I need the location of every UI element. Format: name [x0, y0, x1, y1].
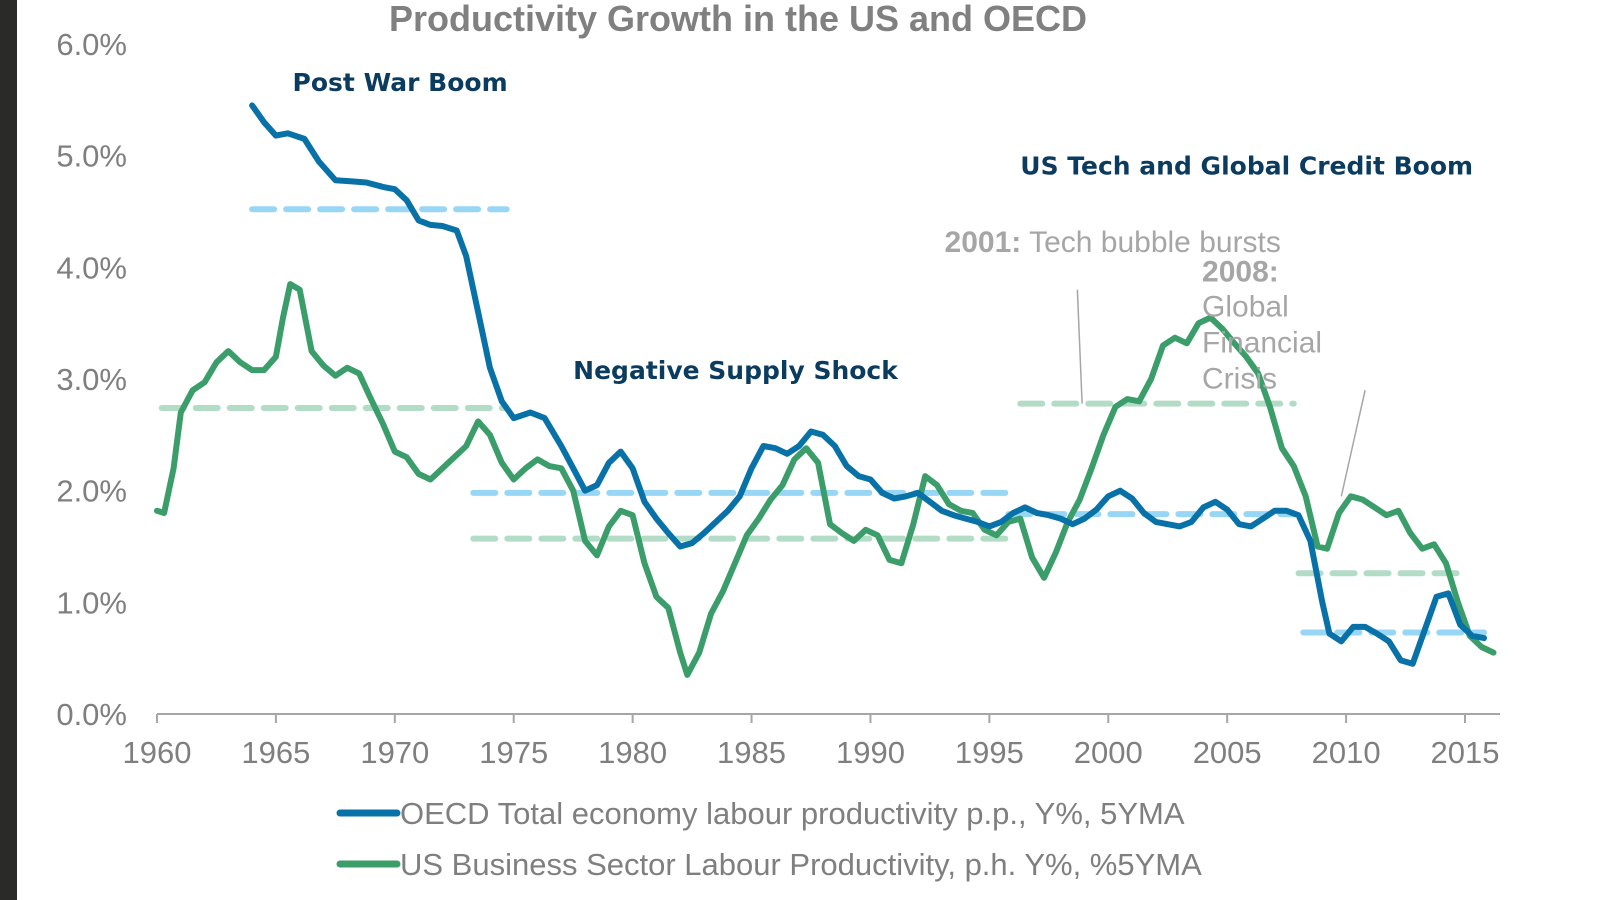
event-annotation-2001: 2001: Tech bubble bursts — [945, 226, 1281, 259]
x-tick-label: 1965 — [241, 735, 310, 770]
window-left-border — [0, 0, 17, 900]
annotation-pointer-line — [1340, 390, 1366, 497]
event-annotation-line: Financial — [1202, 327, 1322, 360]
x-tick-label: 2015 — [1431, 735, 1500, 770]
y-tick-label: 6.0% — [56, 27, 127, 62]
event-annotation-2008: 2008: — [1202, 256, 1279, 289]
y-tick-label: 1.0% — [56, 585, 127, 620]
legend-item-oecd[interactable]: OECD Total economy labour productivity p… — [336, 796, 1185, 831]
x-tick-label: 1980 — [598, 735, 667, 770]
x-axis: 1960 1965 1970 1975 1980 1985 1990 1995 2000 2005… — [123, 713, 1500, 770]
legend: OECD Total economy labour productivity p… — [336, 796, 1202, 882]
us-series-line — [154, 281, 1497, 678]
x-tick-label: 1970 — [360, 735, 429, 770]
era-annotation: Negative Supply Shock — [573, 356, 899, 385]
y-axis: 0.0% 1.0% 2.0% 3.0% 4.0% 5.0% 6.0% — [56, 27, 127, 732]
legend-item-us[interactable]: US Business Sector Labour Productivity, … — [336, 847, 1202, 882]
legend-label-oecd: OECD Total economy labour productivity p… — [400, 796, 1185, 831]
y-tick-label: 3.0% — [56, 362, 127, 397]
chart-title: Productivity Growth in the US and OECD — [389, 0, 1087, 39]
y-tick-label: 5.0% — [56, 139, 127, 174]
legend-label-us: US Business Sector Labour Productivity, … — [400, 847, 1202, 882]
annotation-pointer-line — [1076, 289, 1083, 404]
annotations: Post War Boom Negative Supply Shock US Tec… — [293, 68, 1474, 396]
x-tick-label: 1995 — [955, 735, 1024, 770]
annotation-pointers — [1076, 289, 1366, 497]
y-tick-label: 0.0% — [56, 697, 127, 732]
x-tick-label: 2000 — [1074, 735, 1143, 770]
y-tick-label: 4.0% — [56, 250, 127, 285]
oecd-series-line — [249, 102, 1487, 667]
x-tick-label: 1985 — [717, 735, 786, 770]
x-tick-label: 2005 — [1193, 735, 1262, 770]
x-tick-label: 1960 — [123, 735, 192, 770]
period-average-lines — [158, 206, 1488, 636]
era-annotation: Post War Boom — [293, 68, 508, 97]
event-year: 2001: — [945, 226, 1022, 259]
event-annotation-line: Global — [1202, 291, 1289, 324]
x-tick-label: 1990 — [836, 735, 905, 770]
x-tick-label: 2010 — [1312, 735, 1381, 770]
series-lines — [154, 102, 1497, 678]
event-annotation-line: Crisis — [1202, 363, 1277, 396]
era-annotation: US Tech and Global Credit Boom — [1020, 152, 1473, 181]
x-tick-label: 1975 — [479, 735, 548, 770]
event-text: Tech bubble bursts — [1021, 226, 1281, 259]
y-tick-label: 2.0% — [56, 474, 127, 509]
